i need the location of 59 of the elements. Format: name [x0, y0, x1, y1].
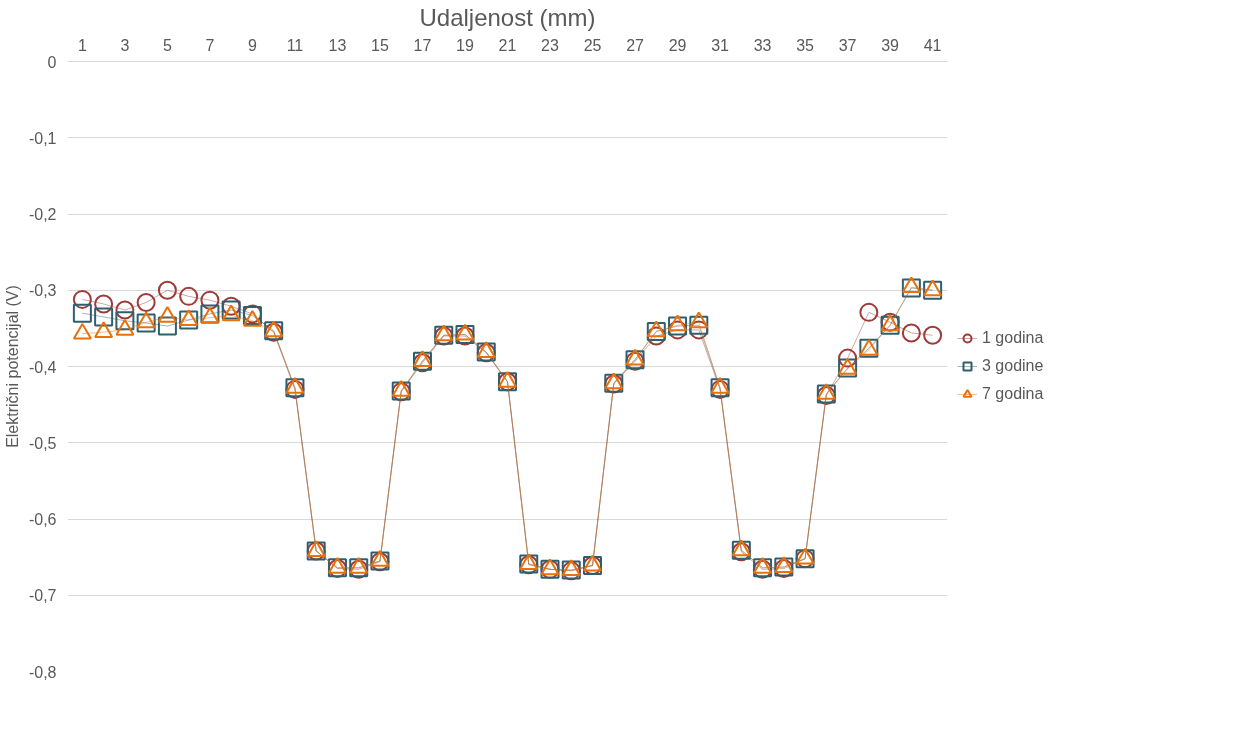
point — [115, 300, 135, 320]
x-tick-label: 13 — [328, 36, 347, 54]
point — [179, 286, 199, 306]
x-tick-label: 37 — [838, 36, 857, 54]
point — [94, 321, 114, 339]
x-tick-label: 15 — [371, 36, 389, 54]
point — [115, 319, 135, 336]
legend-label: 3 godine — [982, 357, 1044, 375]
x-tick-label: 9 — [247, 36, 257, 54]
x-axis-title: Udaljenost (mm) — [419, 3, 596, 31]
y-tick-label: -0,6 — [28, 511, 57, 528]
y-tick-label: 0 — [47, 53, 57, 71]
x-tick-label: 31 — [711, 36, 730, 54]
x-tick-label: 39 — [881, 36, 900, 54]
x-tick-label: 29 — [668, 36, 687, 54]
y-tick-label: -0,3 — [28, 282, 57, 300]
point — [901, 278, 921, 298]
point — [157, 280, 177, 300]
x-tick-label: 5 — [162, 36, 172, 54]
y-tick-label: -0,1 — [28, 129, 57, 147]
x-tick-label: 23 — [541, 36, 560, 54]
y-tick-label: -0,7 — [28, 587, 57, 605]
y-tick-label: -0,4 — [28, 358, 57, 376]
point — [859, 302, 879, 322]
point — [689, 311, 709, 329]
x-tick-label: 3 — [120, 36, 130, 54]
y-axis-title: Električni potencijal (V) — [3, 285, 21, 448]
point — [200, 290, 220, 310]
y-tick-label: -0,5 — [28, 434, 57, 452]
point — [72, 289, 92, 309]
point — [94, 294, 114, 314]
point — [157, 316, 177, 336]
point — [115, 311, 135, 331]
x-tick-label: 41 — [923, 36, 942, 54]
point — [646, 326, 666, 346]
point — [94, 307, 114, 327]
x-tick-label: 11 — [286, 36, 304, 54]
y-tick-label: -0,8 — [28, 663, 57, 681]
point — [901, 323, 921, 343]
x-tick-label: 27 — [626, 36, 645, 54]
legend-label: 7 godina — [982, 385, 1044, 403]
point — [157, 306, 177, 323]
point — [901, 276, 921, 294]
point — [923, 325, 943, 345]
x-tick-label: 17 — [413, 36, 432, 54]
x-tick-label: 1 — [77, 36, 87, 54]
point — [689, 315, 709, 335]
x-tick-label: 21 — [498, 36, 517, 54]
point — [136, 292, 156, 312]
y-tick-label: -0,2 — [28, 206, 57, 223]
x-tick-label: 19 — [456, 36, 474, 54]
x-tick-label: 35 — [796, 36, 815, 54]
point — [668, 314, 688, 332]
legend-label: 1 godina — [982, 329, 1044, 347]
point — [72, 303, 92, 323]
x-tick-label: 7 — [205, 36, 215, 54]
x-tick-label: 25 — [583, 36, 602, 54]
point — [838, 348, 858, 368]
x-tick-label: 33 — [753, 36, 772, 54]
